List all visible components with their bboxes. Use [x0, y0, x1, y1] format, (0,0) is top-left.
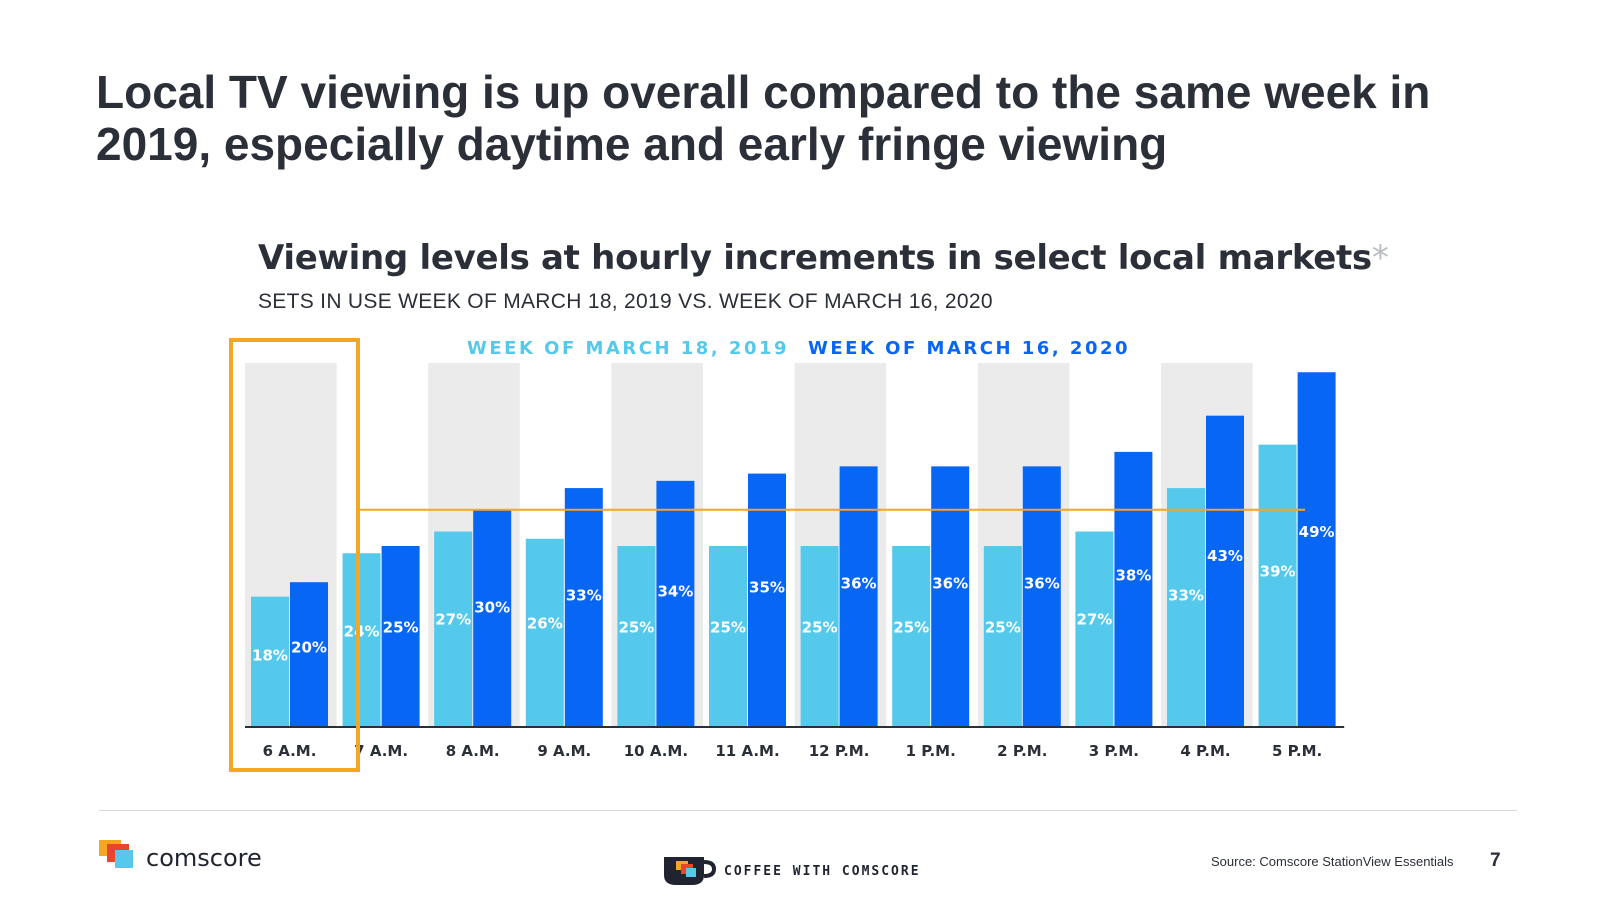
bar-2019 — [709, 546, 747, 727]
bar-2020 — [931, 466, 970, 727]
data-label-2019: 27% — [1076, 610, 1112, 628]
chart-title: Viewing levels at hourly increments in s… — [258, 238, 1389, 278]
data-label-2020: 49% — [1299, 523, 1335, 541]
x-tick-label: 1 P.M. — [906, 742, 956, 760]
bar-2020 — [381, 546, 420, 727]
data-label-2020: 34% — [657, 583, 693, 601]
brand-name: comscore — [146, 844, 262, 872]
data-label-2019: 33% — [1168, 587, 1204, 605]
highlight-box — [229, 338, 360, 772]
footer-divider — [99, 810, 1517, 811]
data-label-2020: 43% — [1207, 547, 1243, 565]
x-tick-label: 12 P.M. — [809, 742, 870, 760]
x-tick-label: 8 A.M. — [446, 742, 500, 760]
bar-2019 — [1167, 488, 1205, 727]
bar-2019 — [525, 538, 564, 727]
legend-2019: WEEK OF MARCH 18, 2019 — [467, 338, 790, 359]
bar-2019 — [983, 546, 1022, 727]
data-label-2019: 24% — [344, 622, 380, 640]
bar-2020 — [839, 466, 878, 727]
x-tick-label: 3 P.M. — [1089, 742, 1139, 760]
data-label-2020: 25% — [383, 618, 419, 636]
source-note: Source: Comscore StationView Essentials — [1211, 854, 1454, 869]
comscore-logo-icon — [99, 840, 133, 868]
bar-2020 — [473, 509, 512, 727]
data-label-2020: 36% — [932, 575, 968, 593]
x-tick-label: 11 A.M. — [715, 742, 779, 760]
x-tick-label: 10 A.M. — [624, 742, 688, 760]
bar-2020 — [1022, 466, 1061, 727]
bar-2019 — [1075, 531, 1114, 727]
bar-2019 — [251, 596, 289, 727]
data-label-2019: 26% — [527, 614, 563, 632]
chart-subtitle: SETS IN USE WEEK OF MARCH 18, 2019 VS. W… — [258, 290, 993, 313]
data-label-2020: 36% — [1024, 575, 1060, 593]
bar-2019 — [434, 531, 473, 727]
x-tick-label: 2 P.M. — [997, 742, 1047, 760]
bar-2019 — [892, 546, 931, 727]
data-label-2019: 18% — [252, 646, 288, 664]
bar-2020 — [564, 488, 603, 727]
data-label-2020: 36% — [841, 575, 877, 593]
data-label-2020: 38% — [1115, 567, 1151, 585]
data-label-2020: 30% — [474, 599, 510, 617]
data-label-2019: 25% — [618, 618, 654, 636]
page-number: 7 — [1490, 850, 1501, 871]
x-tick-label: 6 A.M. — [263, 742, 317, 760]
bar-2020 — [1206, 415, 1244, 727]
coffee-with-comscore-label: COFFEE WITH COMSCORE — [724, 864, 921, 879]
legend-2020: WEEK OF MARCH 16, 2020 — [808, 338, 1131, 359]
bar-2020 — [290, 582, 328, 727]
bar-2020 — [656, 480, 695, 727]
data-label-2019: 39% — [1260, 563, 1296, 581]
x-tick-label: 9 A.M. — [537, 742, 591, 760]
bar-2019 — [800, 546, 839, 727]
coffee-cup-icon — [664, 857, 716, 885]
x-tick-label: 7 A.M. — [354, 742, 408, 760]
data-label-2020: 35% — [749, 579, 785, 597]
chart-title-text: Viewing levels at hourly increments in s… — [258, 238, 1372, 278]
data-label-2019: 25% — [985, 618, 1021, 636]
data-label-2019: 25% — [802, 618, 838, 636]
x-tick-label: 5 P.M. — [1272, 742, 1322, 760]
bar-2020 — [1297, 372, 1336, 727]
data-label-2020: 20% — [291, 638, 327, 656]
bar-2019 — [617, 546, 656, 727]
data-label-2019: 27% — [435, 610, 471, 628]
bar-2020 — [1114, 451, 1153, 727]
x-tick-label: 4 P.M. — [1180, 742, 1230, 760]
slide-title: Local TV viewing is up overall compared … — [96, 66, 1431, 170]
bar-2019 — [1258, 444, 1297, 727]
bar-2019 — [342, 553, 381, 727]
data-label-2019: 25% — [893, 618, 929, 636]
data-label-2019: 25% — [710, 618, 746, 636]
bar-2020 — [748, 473, 786, 727]
chart-title-asterisk: * — [1371, 238, 1389, 278]
data-label-2020: 33% — [566, 587, 602, 605]
